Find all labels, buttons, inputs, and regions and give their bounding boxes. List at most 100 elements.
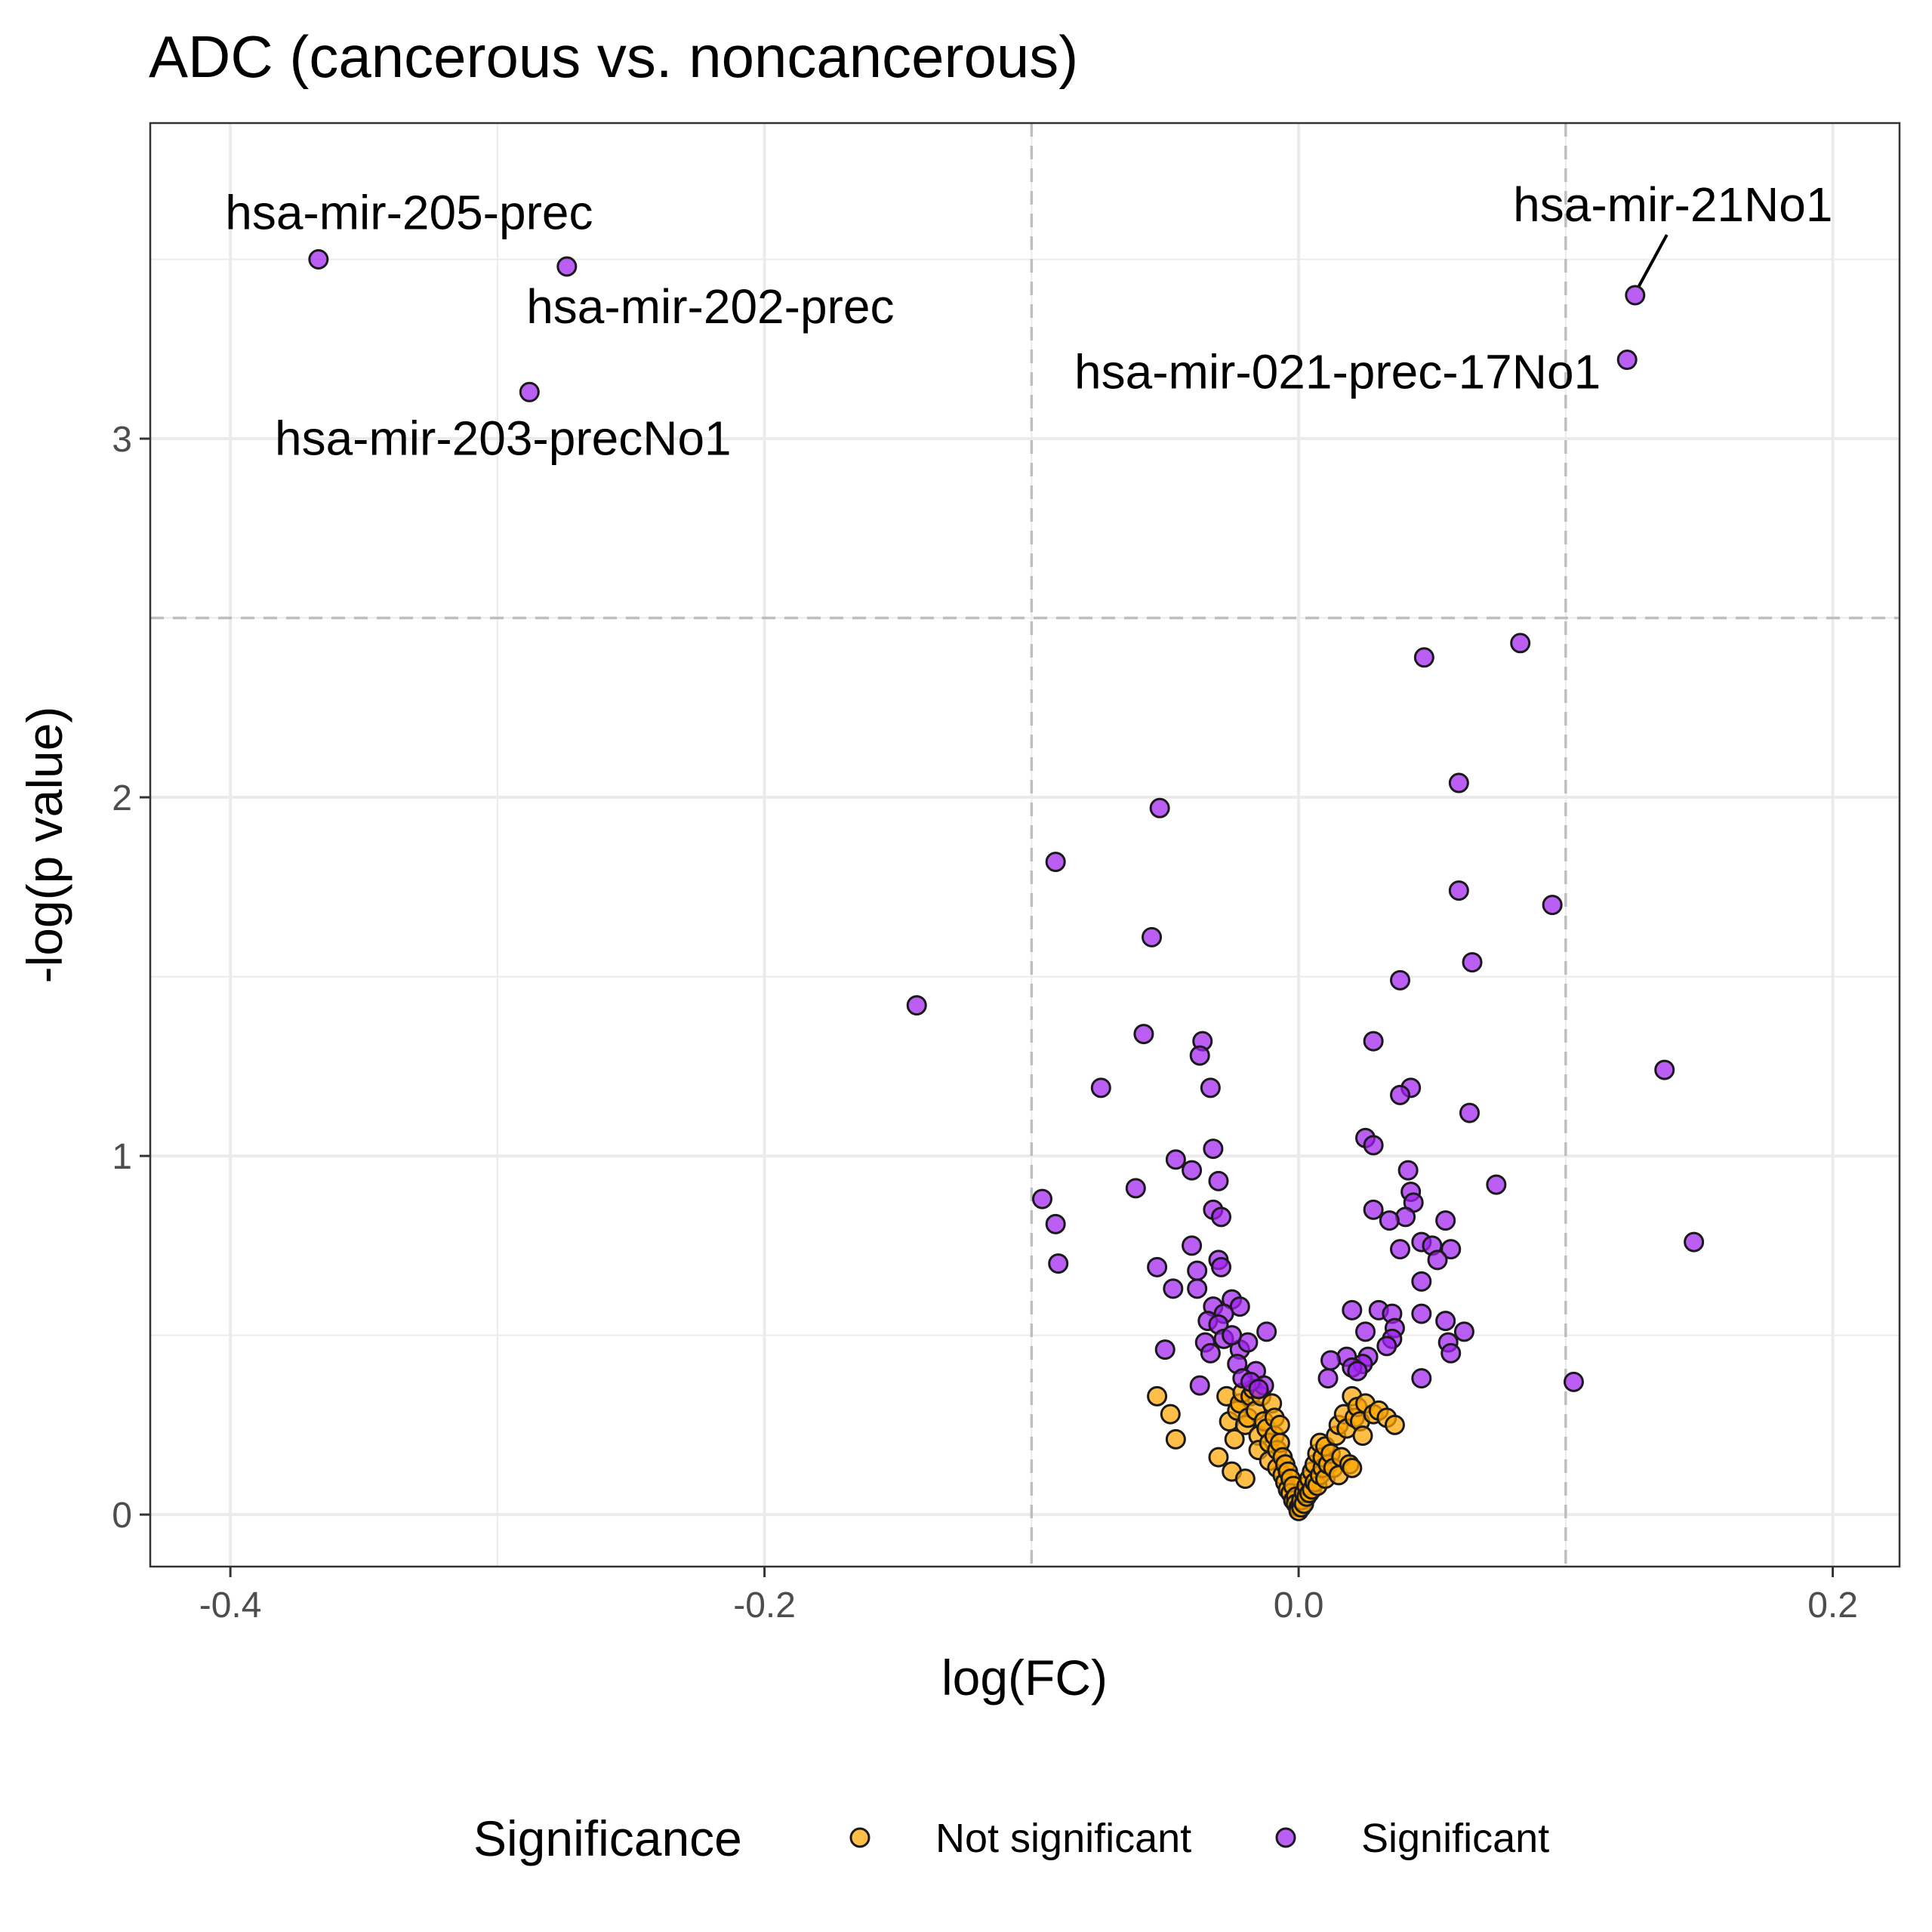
not-significant-point xyxy=(1352,1425,1373,1447)
significant-point xyxy=(1045,1213,1066,1234)
significant-point xyxy=(1045,852,1066,873)
significant-point xyxy=(1320,1350,1342,1371)
annotation-leader-line xyxy=(1638,234,1669,287)
significant-point xyxy=(1563,1371,1584,1392)
legend: Significance Not significant Significant xyxy=(473,1810,1549,1866)
significant-point xyxy=(1459,1102,1480,1123)
significant-point xyxy=(1342,1299,1363,1320)
major-gridlines xyxy=(150,123,1900,1567)
significant-point xyxy=(556,256,578,277)
not-significant-point xyxy=(1147,1385,1168,1407)
significant-point xyxy=(519,381,540,402)
plot-panel-background xyxy=(150,123,1900,1567)
x-axis-title: log(FC) xyxy=(941,1650,1108,1706)
legend-title: Significance xyxy=(473,1810,742,1866)
significant-point xyxy=(1363,1199,1384,1220)
point-annotation-label: hsa-mir-202-prec xyxy=(526,279,894,334)
x-tick-label: -0.2 xyxy=(733,1585,796,1625)
significant-point xyxy=(1208,1170,1229,1191)
x-tick-label: -0.4 xyxy=(199,1585,262,1625)
legend-item-significant: Significant xyxy=(1275,1816,1549,1861)
significant-point xyxy=(1390,1239,1411,1260)
y-tick-label: 3 xyxy=(112,420,132,460)
significant-point xyxy=(1187,1260,1208,1281)
significant-point xyxy=(1654,1059,1675,1080)
significant-point xyxy=(1165,1149,1186,1170)
significant-point xyxy=(1435,1210,1456,1231)
data-points xyxy=(308,249,1705,1521)
significant-point xyxy=(1411,1303,1432,1324)
point-annotations: hsa-mir-205-prec hsa-mir-202-prec hsa-mir-… xyxy=(225,177,1832,465)
significant-point xyxy=(1048,1253,1069,1274)
significant-point xyxy=(1448,880,1469,901)
not-significant-point xyxy=(1224,1428,1245,1450)
significant-point xyxy=(906,995,927,1016)
significant-point xyxy=(308,249,329,270)
significant-point xyxy=(1397,1160,1419,1181)
significant-point xyxy=(1317,1368,1339,1389)
significant-point xyxy=(1486,1174,1507,1195)
y-axis-ticks: 0 1 2 3 xyxy=(112,420,150,1536)
legend-key-not-significant xyxy=(849,1827,870,1848)
significant-point xyxy=(1222,1325,1243,1346)
significant-point xyxy=(1256,1321,1277,1342)
significant-point xyxy=(1379,1210,1400,1231)
significant-point xyxy=(1510,633,1531,654)
significant-point xyxy=(1031,1188,1052,1209)
significant-point xyxy=(1376,1336,1397,1357)
y-tick-label: 0 xyxy=(112,1496,132,1536)
legend-label-significant: Significant xyxy=(1361,1816,1549,1861)
point-annotation-label: hsa-mir-203-precNo1 xyxy=(275,411,732,465)
legend-items: Not significant Significant xyxy=(849,1816,1549,1861)
x-tick-label: 0.2 xyxy=(1807,1585,1858,1625)
point-annotation-label: hsa-mir-021-prec-17No1 xyxy=(1074,345,1601,399)
significant-point xyxy=(1163,1278,1184,1299)
not-significant-point xyxy=(1160,1404,1181,1425)
legend-label-not-significant: Not significant xyxy=(935,1816,1191,1861)
significant-point xyxy=(1625,285,1646,306)
not-significant-point xyxy=(1269,1414,1290,1435)
not-significant-point xyxy=(1165,1428,1186,1450)
significant-point xyxy=(1210,1206,1231,1228)
minor-gridlines xyxy=(150,123,1900,1567)
significant-point xyxy=(1453,1321,1474,1342)
x-tick-label: 0.0 xyxy=(1274,1585,1324,1625)
significant-point xyxy=(1390,969,1411,991)
legend-key-significant xyxy=(1275,1827,1296,1848)
significant-point xyxy=(1435,1311,1456,1332)
significant-point xyxy=(1363,1135,1384,1156)
significant-point xyxy=(1200,1342,1221,1363)
significant-point xyxy=(1616,350,1638,371)
significant-point xyxy=(1390,1084,1411,1105)
significant-point xyxy=(1133,1024,1154,1045)
significant-point xyxy=(1154,1339,1176,1360)
significant-point xyxy=(1411,1368,1432,1389)
significant-point xyxy=(1189,1045,1210,1066)
plot-panel-border xyxy=(149,122,1901,1568)
significant-point xyxy=(1448,772,1469,793)
not-significant-point xyxy=(1234,1468,1256,1490)
significant-point xyxy=(1187,1278,1208,1299)
significant-point xyxy=(1189,1375,1210,1396)
y-tick-label: 2 xyxy=(112,778,132,818)
significant-point xyxy=(1684,1231,1705,1253)
significant-point xyxy=(1090,1077,1111,1098)
significant-point xyxy=(1248,1379,1269,1400)
x-axis-ticks: -0.4 -0.2 0.0 0.2 xyxy=(199,1567,1858,1625)
significant-point xyxy=(1427,1249,1448,1271)
not-significant-point xyxy=(1342,1457,1363,1478)
not-significant-point xyxy=(1384,1414,1405,1435)
significant-point xyxy=(1210,1256,1231,1277)
legend-item-not-significant: Not significant xyxy=(849,1816,1191,1861)
significant-point xyxy=(1413,647,1434,668)
not-significant-point xyxy=(1208,1447,1229,1468)
significant-point xyxy=(1462,952,1483,973)
point-annotation-label: hsa-mir-205-prec xyxy=(225,186,593,240)
significant-point xyxy=(1441,1342,1462,1363)
point-annotation-label: hsa-mir-21No1 xyxy=(1513,177,1832,232)
significant-point xyxy=(1441,1239,1462,1260)
significant-point xyxy=(1200,1077,1221,1098)
significant-point xyxy=(1182,1160,1203,1181)
significant-point xyxy=(1355,1321,1376,1342)
